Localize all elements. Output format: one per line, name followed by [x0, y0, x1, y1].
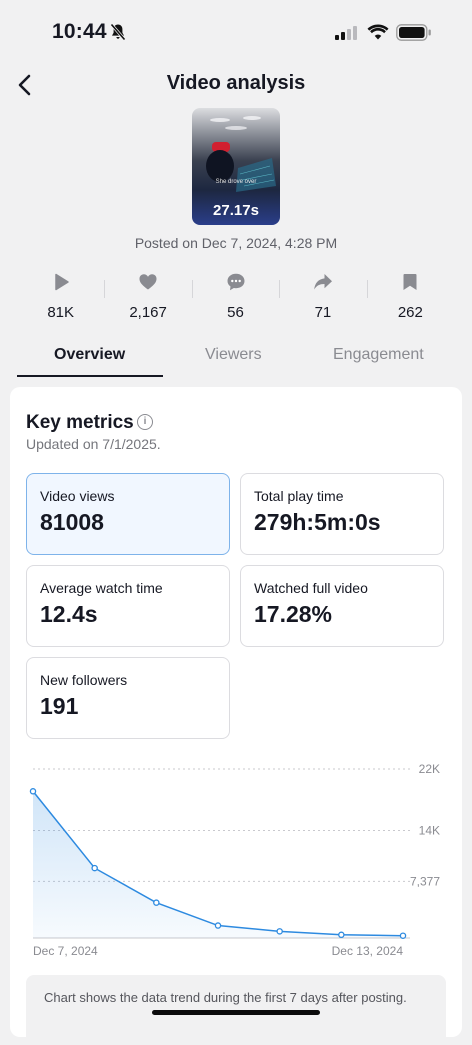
metric-new-followers[interactable]: New followers 191: [26, 657, 230, 739]
stat-likes: 2,167: [104, 266, 191, 326]
battery-icon: [396, 24, 431, 41]
stat-comments: 56: [191, 266, 279, 326]
data-point: [399, 932, 407, 939]
tab-bar: Overview Viewers Engagement: [0, 338, 472, 378]
engagement-stats: 81K 2,167 56 71 262: [17, 266, 454, 326]
status-bar: 10:44: [0, 0, 472, 64]
stat-value: 262: [397, 304, 423, 321]
metric-label: New followers: [40, 672, 128, 688]
key-metrics-title: Key metrics: [26, 412, 134, 433]
metric-value: 12.4s: [40, 601, 98, 627]
active-tab-indicator: [17, 375, 163, 377]
home-indicator[interactable]: [152, 1010, 320, 1015]
metric-label: Average watch time: [40, 580, 163, 596]
thumbnail-caption: She drove over: [215, 179, 257, 185]
y-tick-label: 14K: [419, 823, 440, 837]
data-point: [214, 922, 222, 929]
tab-overview[interactable]: Overview: [54, 346, 126, 363]
metric-label: Watched full video: [254, 580, 368, 596]
header: Video analysis: [0, 64, 472, 104]
page-title: Video analysis: [166, 72, 306, 94]
back-arrow-icon[interactable]: [14, 72, 36, 98]
stat-value: 81K: [47, 304, 75, 321]
metric-video-views[interactable]: Video views 81008: [26, 473, 230, 555]
heart-icon: [139, 274, 157, 290]
series-area: [33, 791, 403, 938]
data-point: [338, 931, 345, 939]
metric-value: 81008: [40, 509, 104, 535]
data-point: [29, 788, 37, 795]
metric-value: 191: [40, 693, 79, 719]
data-point: [153, 899, 160, 906]
wifi-icon: [367, 24, 389, 40]
data-point: [276, 928, 283, 935]
chart-note-text: Chart shows the data trend during the fi…: [44, 990, 407, 1005]
stat-value: 2,167: [129, 304, 167, 321]
stat-value: 71: [314, 304, 332, 321]
video-duration: 27.17s: [213, 202, 259, 219]
bookmark-icon: [403, 274, 417, 290]
views-trend-chart: 22K 14K 7,377 Dec 7, 2024 Dec 13, 2024: [29, 762, 440, 958]
metric-total-play-time[interactable]: Total play time 279h:5m:0s: [240, 473, 444, 555]
bell-muted-icon: [110, 23, 126, 41]
metric-value: 279h:5m:0s: [254, 509, 381, 535]
metric-label: Video views: [40, 488, 115, 504]
thumbnail-scene: [206, 116, 276, 192]
stat-value: 56: [227, 304, 244, 321]
status-time: 10:44: [52, 20, 107, 43]
key-metrics-card: Key metrics i Updated on 7/1/2025. Video…: [10, 387, 462, 1045]
data-point: [91, 864, 98, 872]
comment-icon: [227, 273, 245, 291]
stat-saves: 262: [366, 266, 454, 326]
y-tick-label: 22K: [419, 762, 440, 776]
x-tick-label: Dec 7, 2024: [33, 944, 98, 958]
x-tick-label: Dec 13, 2024: [332, 944, 404, 958]
play-icon: [54, 273, 69, 291]
stat-views: 81K: [17, 266, 104, 326]
metric-watched-full-video[interactable]: Watched full video 17.28%: [240, 565, 444, 647]
info-icon[interactable]: i: [137, 414, 153, 430]
y-tick-label: 7,377: [410, 874, 440, 888]
tab-engagement[interactable]: Engagement: [333, 346, 424, 363]
share-icon: [314, 274, 332, 290]
posted-date: Posted on Dec 7, 2024, 4:28 PM: [134, 235, 338, 251]
stat-shares: 71: [279, 266, 366, 326]
metric-value: 17.28%: [254, 601, 333, 627]
updated-date: Updated on 7/1/2025.: [26, 436, 161, 452]
tab-viewers[interactable]: Viewers: [205, 346, 262, 363]
metric-average-watch-time[interactable]: Average watch time 12.4s: [26, 565, 230, 647]
cellular-signal-icon: [335, 26, 357, 40]
video-thumbnail[interactable]: She drove over 27.17s: [192, 108, 280, 225]
metric-label: Total play time: [254, 488, 344, 504]
